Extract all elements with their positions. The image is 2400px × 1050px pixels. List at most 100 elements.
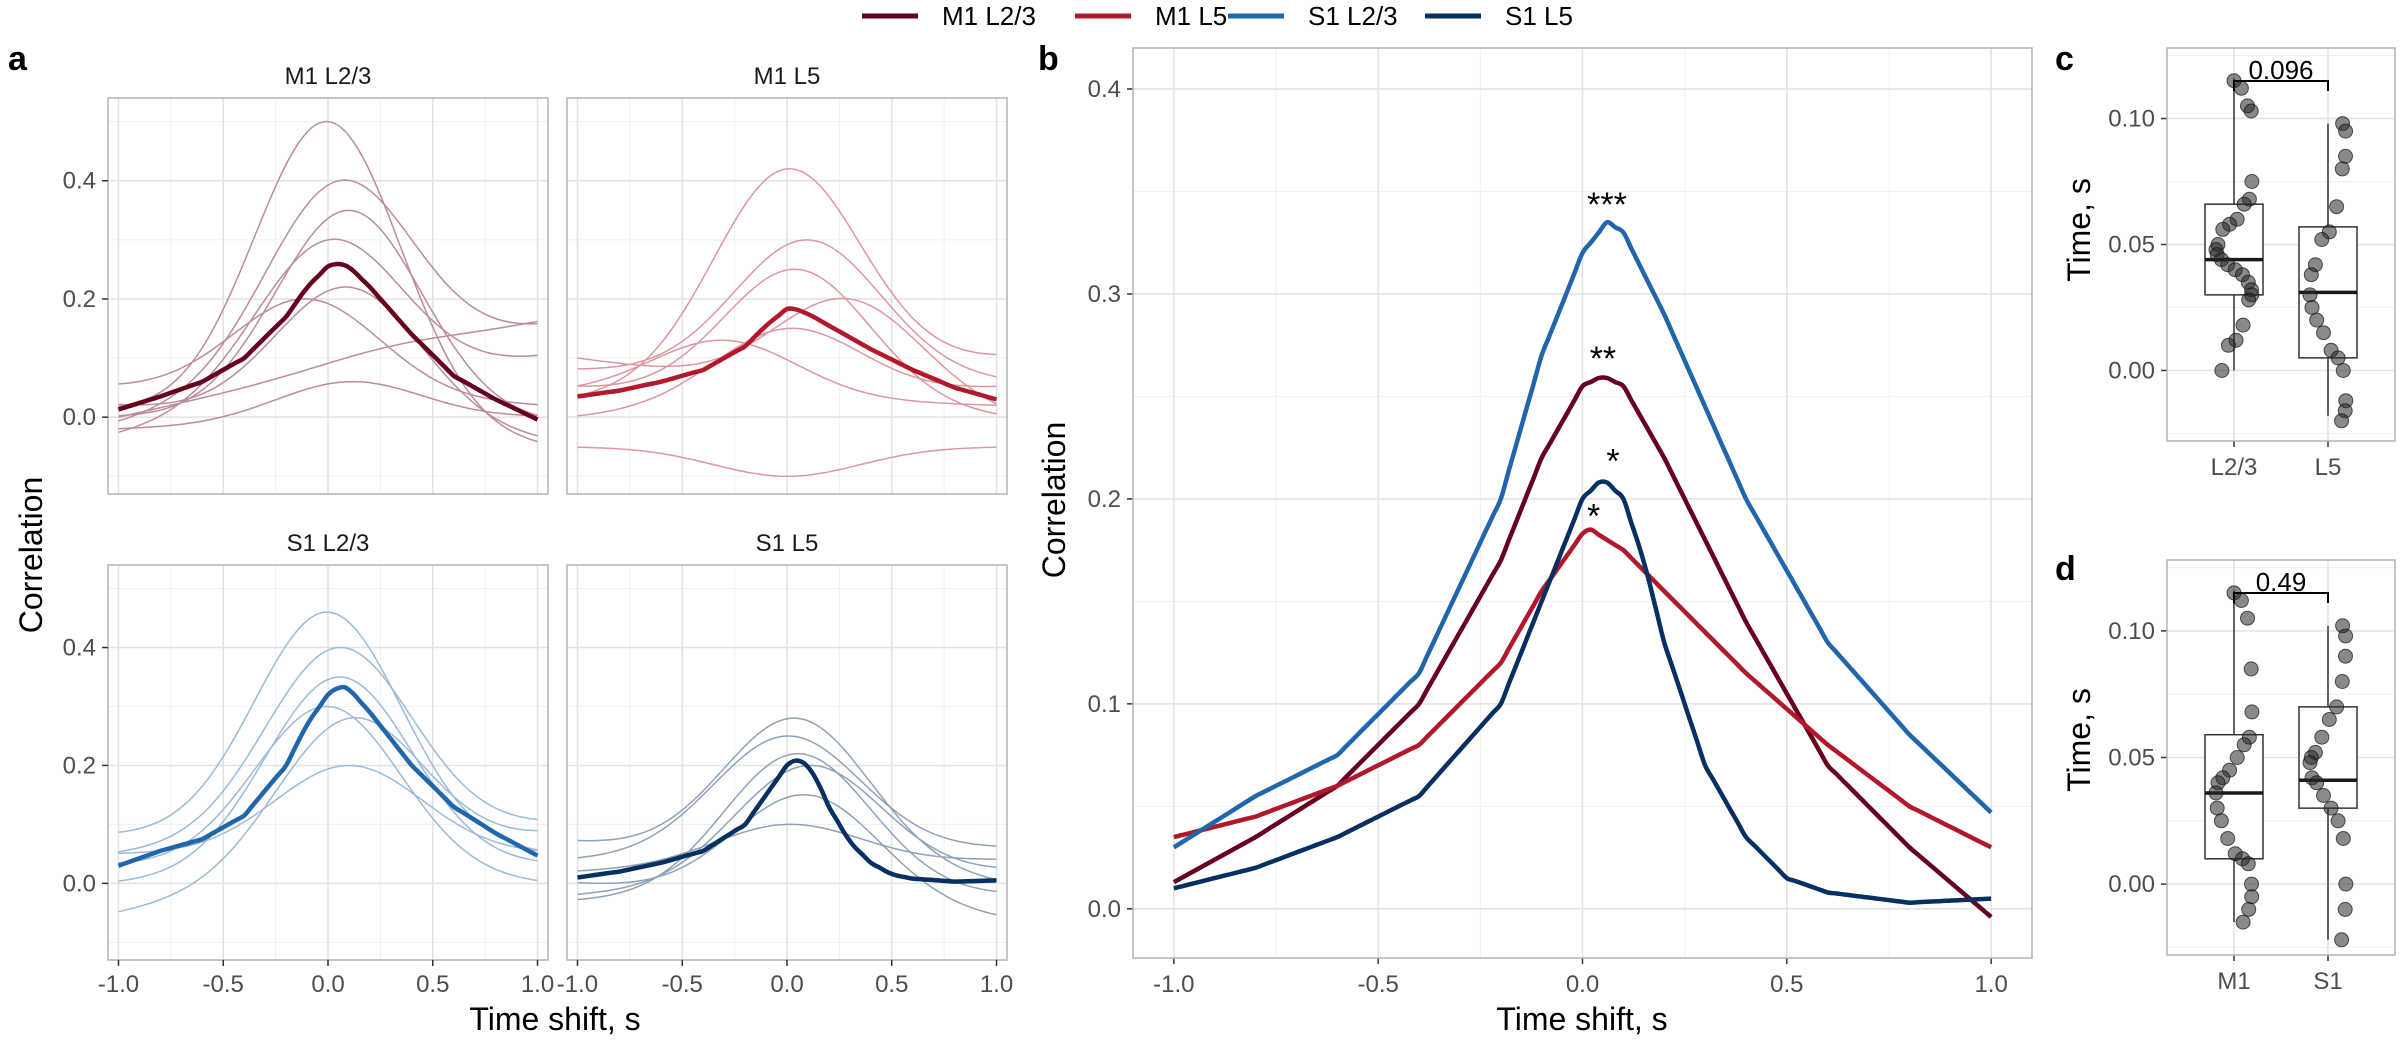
- facet-s1-l5: S1 L5 -1.0 -0.5 0.0 0.5 1.0: [557, 530, 1013, 998]
- individual-trace-s1-l5-1: [577, 717, 997, 881]
- facet-s1-l2-3: S1 L2/3 0.0 0.2 0.4 -1.0 -0.5 0.0 0.5 1.0: [63, 530, 555, 998]
- x-tick-label: 0.0: [311, 971, 344, 998]
- data-point-l2-3: [2235, 317, 2251, 333]
- x-tick-label: -1.0: [98, 971, 139, 998]
- individual-trace-m1-l5-7: [577, 339, 997, 407]
- data-point-s1: [2338, 648, 2353, 664]
- y-tick-label: 0.00: [2108, 871, 2155, 898]
- data-point-m1: [2213, 813, 2229, 829]
- facet-m1-l5: M1 L5: [566, 63, 1008, 495]
- significance-stars-m1-l5: *: [1587, 498, 1600, 536]
- panel-letter-b: b: [1038, 40, 1059, 78]
- data-point-l5: [2314, 232, 2330, 247]
- data-point-l5: [2329, 199, 2345, 215]
- data-point-s1: [2334, 674, 2350, 689]
- individual-trace-m1-l2-3-8: [118, 380, 538, 430]
- y-tick-label: 0.10: [2108, 106, 2155, 133]
- data-point-m1: [2235, 914, 2251, 930]
- data-point-s1: [2314, 729, 2330, 745]
- data-point-l5: [2330, 350, 2346, 366]
- individual-trace-m1-l2-3-7: [118, 320, 538, 418]
- data-point-l5: [2302, 287, 2318, 303]
- legend-label-m1-l5: M1 L5: [1155, 1, 1227, 31]
- data-point-l5: [2309, 312, 2325, 328]
- data-point-s1: [2330, 813, 2346, 829]
- panel-d-y-axis-title: Time, s: [2061, 688, 2097, 792]
- significance-stars-s1-l2-3: ***: [1587, 186, 1627, 224]
- data-point-l2-3: [2244, 174, 2260, 189]
- individual-trace-m1-l5-5: [577, 297, 997, 405]
- individual-trace-m1-l5-2: [577, 239, 997, 378]
- individual-trace-m1-l5-1: [577, 168, 997, 397]
- panel-letter-d: d: [2055, 550, 2076, 588]
- plot-border: [2166, 559, 2396, 956]
- mean-trace-m1-l5: [577, 306, 998, 402]
- mean-trace-s1-l5: [577, 758, 997, 884]
- data-point-l5: [2335, 363, 2351, 378]
- data-point-l2-3: [2220, 337, 2236, 353]
- y-tick-label: 0.10: [2108, 618, 2155, 645]
- panel-b-line-chart: -1.0 -0.5 0.0 0.5 1.00.00.10.20.30.4*******: [1088, 47, 2033, 998]
- data-point-m1: [2209, 800, 2225, 816]
- x-tick-label-s1: S1: [2313, 968, 2342, 995]
- panel-b-y-axis-title: Correlation: [1036, 422, 1072, 579]
- legend-label-s1-l5: S1 L5: [1505, 1, 1573, 31]
- individual-trace-s1-l5-3: [577, 764, 997, 896]
- data-point-l5: [2338, 148, 2353, 164]
- plot-border: [2166, 47, 2396, 442]
- mean-trace-s1-l2-3: [117, 684, 539, 868]
- data-point-m1: [2240, 856, 2256, 872]
- x-tick-label: 0.0: [1566, 971, 1599, 998]
- y-tick-label: 0.00: [2108, 357, 2155, 384]
- individual-trace-s1-l2-3-6: [118, 764, 538, 854]
- x-tick-label: -0.5: [203, 971, 244, 998]
- x-tick-label: -0.5: [1358, 971, 1399, 998]
- individual-trace-m1-l5-4: [577, 327, 997, 417]
- x-tick-label: 0.5: [875, 971, 908, 998]
- individual-trace-s1-l5-6: [577, 752, 997, 901]
- y-tick-label: 0.2: [63, 286, 96, 313]
- p-value-label: 0.096: [2248, 55, 2313, 85]
- individual-trace-s1-l2-3-5: [118, 716, 538, 913]
- y-tick-label: 0.3: [1088, 281, 1121, 308]
- data-point-m1: [2220, 831, 2236, 846]
- x-tick-label: 0.5: [1770, 971, 1803, 998]
- facet-title-m1-l2-3: M1 L2/3: [285, 63, 372, 90]
- data-point-m1: [2241, 901, 2257, 917]
- legend-label-s1-l2-3: S1 L2/3: [1308, 1, 1398, 31]
- data-point-l2-3: [2233, 80, 2249, 96]
- data-point-l5: [2338, 123, 2354, 139]
- individual-trace-m1-l2-3-4: [118, 238, 538, 434]
- data-point-m1: [2244, 876, 2259, 892]
- panel-c-box-plot: 0.00 0.05 0.10 L2/3 L5 0.096: [2108, 47, 2396, 481]
- x-tick-label: 1.0: [521, 971, 554, 998]
- y-tick-label: 0.4: [63, 635, 96, 662]
- panel-a-x-axis-title: Time shift, s: [469, 1001, 640, 1037]
- facet-border: [107, 97, 549, 495]
- data-point-l2-3: [2214, 363, 2230, 378]
- individual-trace-m1-l2-3-2: [118, 179, 538, 422]
- p-value-label: 0.49: [2256, 567, 2307, 597]
- panel-d-box-plot: 0.00 0.05 0.10 M1 S1 0.49: [2108, 559, 2396, 995]
- data-point-m1: [2233, 593, 2249, 608]
- individual-trace-m1-l5-3: [577, 268, 997, 415]
- individual-trace-m1-l2-3-1: [118, 120, 538, 443]
- data-point-s1: [2316, 788, 2331, 803]
- data-point-s1: [2338, 876, 2354, 892]
- x-tick-label-m1: M1: [2217, 968, 2250, 995]
- y-tick-label: 0.4: [1088, 76, 1121, 103]
- data-point-m1: [2208, 785, 2224, 801]
- data-point-m1: [2244, 704, 2260, 720]
- x-tick-label: -0.5: [662, 971, 703, 998]
- data-point-s1: [2321, 712, 2337, 727]
- facet-m1-l2-3: M1 L2/3 0.0 0.2 0.4: [63, 63, 549, 495]
- y-tick-label: 0.2: [1088, 486, 1121, 513]
- individual-trace-m1-l5-6: [577, 446, 997, 478]
- y-tick-label: 0.2: [63, 752, 96, 779]
- data-point-m1: [2244, 889, 2260, 905]
- series-line-m1-l2-3: [1172, 375, 1993, 919]
- individual-trace-m1-l2-3-5: [118, 286, 538, 437]
- x-tick-label: 1.0: [980, 971, 1013, 998]
- panel-a-y-axis-title: Correlation: [13, 477, 49, 634]
